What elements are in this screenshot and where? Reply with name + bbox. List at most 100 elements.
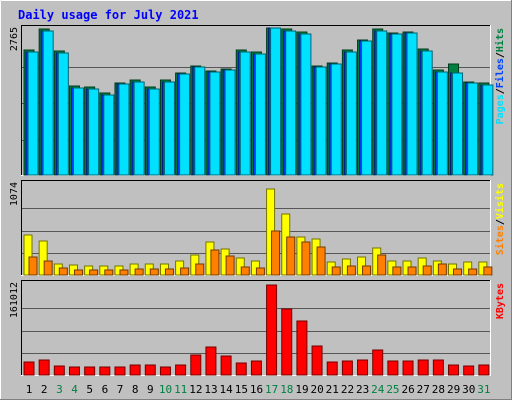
bar-sites-day-1 xyxy=(28,256,38,276)
x-tick-label: 24 xyxy=(371,383,385,396)
bar-sites-day-4 xyxy=(73,269,83,276)
bar-sites-day-11 xyxy=(180,267,190,276)
bar-pages-day-5 xyxy=(88,88,100,176)
ymax-label-hits-files-pages: 2765 xyxy=(9,27,20,51)
bar-kbytes-day-31 xyxy=(478,364,490,376)
bar-kbytes-day-8 xyxy=(129,364,141,376)
bar-pages-day-3 xyxy=(57,52,69,176)
bar-pages-day-14 xyxy=(224,69,236,176)
bar-sites-day-16 xyxy=(255,267,265,276)
bar-pages-day-11 xyxy=(179,73,191,176)
bar-sites-day-24 xyxy=(377,254,387,276)
bar-pages-day-6 xyxy=(103,94,115,176)
bar-kbytes-day-27 xyxy=(417,359,429,376)
x-tick-label: 16 xyxy=(250,383,263,396)
bar-pages-day-18 xyxy=(285,30,297,176)
bar-sites-day-19 xyxy=(301,241,311,276)
bar-sites-day-31 xyxy=(483,266,493,276)
x-tick-label: 12 xyxy=(189,383,202,396)
x-tick-label: 10 xyxy=(159,383,172,396)
bar-sites-day-23 xyxy=(362,265,372,276)
bar-sites-day-22 xyxy=(346,265,356,276)
bar-sites-day-13 xyxy=(210,249,220,276)
bar-kbytes-day-21 xyxy=(326,361,338,376)
bar-sites-day-20 xyxy=(316,246,326,276)
bar-pages-day-20 xyxy=(315,66,327,176)
chart-title: Daily usage for July 2021 xyxy=(18,8,199,22)
bar-pages-day-2 xyxy=(42,30,54,176)
bar-kbytes-day-19 xyxy=(296,320,308,376)
bar-kbytes-day-16 xyxy=(250,360,262,376)
x-tick-label: 28 xyxy=(432,383,445,396)
x-tick-label: 25 xyxy=(386,383,399,396)
bar-kbytes-day-30 xyxy=(463,365,475,376)
legend-item: KBytes xyxy=(495,283,506,319)
bar-pages-day-16 xyxy=(254,53,266,176)
bar-sites-day-5 xyxy=(89,269,99,276)
bar-pages-day-27 xyxy=(421,50,433,176)
x-tick-label: 22 xyxy=(341,383,354,396)
ymax-label-visits-sites: 1074 xyxy=(9,182,20,206)
legend-item: Pages xyxy=(495,94,506,124)
x-tick-label: 26 xyxy=(401,383,414,396)
bar-kbytes-day-13 xyxy=(205,346,217,376)
x-tick-label: 27 xyxy=(417,383,430,396)
bar-sites-day-18 xyxy=(286,236,296,276)
bar-sites-day-28 xyxy=(437,263,447,276)
bar-sites-day-29 xyxy=(453,268,463,276)
bar-pages-day-9 xyxy=(148,88,160,176)
bar-sites-day-3 xyxy=(58,267,68,276)
x-tick-label: 4 xyxy=(71,383,78,396)
x-tick-label: 21 xyxy=(326,383,339,396)
bar-kbytes-day-5 xyxy=(84,366,96,376)
bar-pages-day-13 xyxy=(209,71,221,176)
legend-item: Visits xyxy=(494,183,506,219)
x-tick-label: 15 xyxy=(235,383,248,396)
bar-sites-day-25 xyxy=(392,266,402,276)
bar-pages-day-31 xyxy=(482,84,494,176)
bar-pages-day-25 xyxy=(391,33,403,176)
bar-kbytes-day-12 xyxy=(190,354,202,376)
x-tick-label: 7 xyxy=(117,383,124,396)
x-tick-label: 20 xyxy=(311,383,324,396)
x-tick-label: 17 xyxy=(265,383,278,396)
legend-item: Sites xyxy=(494,225,506,255)
bar-pages-day-4 xyxy=(72,87,84,176)
bar-pages-day-8 xyxy=(133,81,145,176)
bar-kbytes-day-14 xyxy=(220,355,232,376)
bar-kbytes-day-7 xyxy=(114,366,126,376)
x-tick-label: 30 xyxy=(462,383,475,396)
bar-sites-day-27 xyxy=(422,265,432,276)
bar-kbytes-day-1 xyxy=(23,361,35,376)
legend-visits-sites: Sites/Visits xyxy=(494,183,506,255)
bar-kbytes-day-10 xyxy=(159,366,171,376)
x-tick-label: 1 xyxy=(26,383,33,396)
panel-visits-sites xyxy=(21,180,491,276)
bar-kbytes-day-18 xyxy=(281,308,293,376)
bar-pages-day-22 xyxy=(345,51,357,176)
x-tick-label: 23 xyxy=(356,383,369,396)
bar-kbytes-day-29 xyxy=(448,364,460,376)
bar-pages-day-1 xyxy=(27,51,39,176)
bar-sites-day-12 xyxy=(195,263,205,276)
bar-pages-day-30 xyxy=(467,82,479,176)
bar-kbytes-day-25 xyxy=(387,360,399,376)
bar-kbytes-day-17 xyxy=(266,284,278,376)
bar-kbytes-day-11 xyxy=(175,364,187,376)
bar-kbytes-day-15 xyxy=(235,362,247,376)
bar-pages-day-10 xyxy=(163,81,175,176)
bar-sites-day-17 xyxy=(271,230,281,276)
bar-sites-day-2 xyxy=(43,260,53,276)
bar-pages-day-24 xyxy=(376,30,388,176)
bar-pages-day-12 xyxy=(194,66,206,176)
bar-kbytes-day-2 xyxy=(38,359,50,376)
x-tick-label: 9 xyxy=(147,383,154,396)
legend-item: / xyxy=(495,88,506,94)
bar-kbytes-day-9 xyxy=(144,364,156,376)
bar-visits-day-1 xyxy=(23,234,33,276)
x-tick-label: 5 xyxy=(86,383,93,396)
x-tick-label: 18 xyxy=(280,383,293,396)
x-tick-label: 8 xyxy=(132,383,139,396)
